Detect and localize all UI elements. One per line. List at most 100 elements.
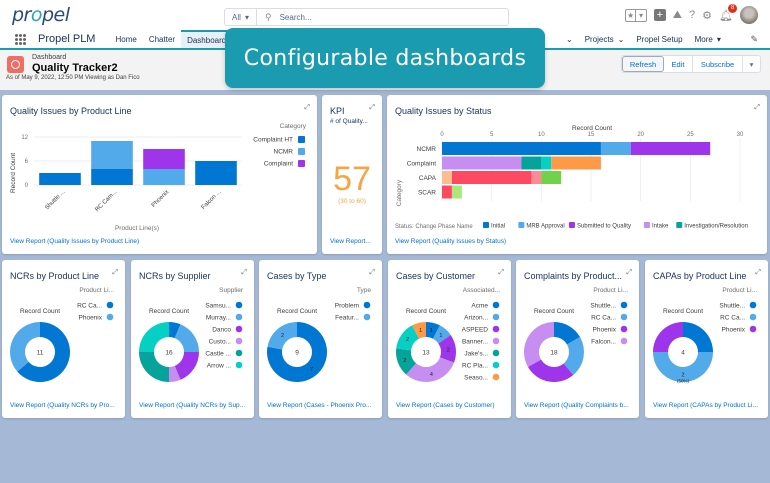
view-report-link[interactable]: View Report (Quality NCRs by Pro... [10,402,115,409]
bar-segment[interactable] [531,171,542,184]
donut-slice[interactable] [169,365,181,382]
donut-slice[interactable] [139,352,169,382]
gear-icon[interactable]: ⚙ [702,9,713,22]
edit-nav-pencil-icon[interactable]: ✎ [750,34,758,44]
donut-slice[interactable] [653,322,683,352]
trailhead-icon[interactable]: ⛰ [672,8,683,21]
donut-slice[interactable] [174,352,199,380]
global-actions-icon[interactable]: + [653,9,666,21]
expand-icon[interactable]: ⤢ [241,269,247,276]
donut-slice[interactable] [528,359,574,383]
legend-label: RC Pla... [462,363,488,370]
bar-segment[interactable] [451,171,532,184]
nav-tab-projects[interactable]: Projects ⌄ [584,34,625,44]
bar-segment[interactable] [551,156,601,170]
bar-segment[interactable] [630,142,711,155]
nav-tab-chatter[interactable]: Chatter [148,34,176,44]
y-tick-label: 0 [25,183,29,189]
legend-label: Danco [212,327,231,334]
donut-slice[interactable] [406,357,455,382]
bar-segment[interactable] [442,156,522,170]
user-avatar[interactable] [740,6,758,24]
bar-segment[interactable] [195,161,237,185]
nav-tab-propel-setup[interactable]: Propel Setup [636,34,683,44]
legend-dot [235,361,243,369]
slice-value-label: 2 [406,337,409,343]
bar-segment[interactable] [541,156,552,170]
expand-icon[interactable]: ⤢ [755,269,761,276]
donut-slice[interactable] [139,322,169,352]
legend-title: Type [357,287,371,294]
bar-segment[interactable] [442,171,452,184]
view-report-link[interactable]: View Report (Quality NCRs by Sup... [139,402,246,409]
donut-slice[interactable] [396,348,417,375]
view-report-link[interactable]: View Report (Quality Issues by Status) [395,238,507,245]
donut-slice[interactable] [169,322,181,339]
favorites-dropdown-icon[interactable]: ▾ [639,10,644,20]
view-report-link[interactable]: View Report (Cases by Customer) [396,402,495,409]
help-icon[interactable]: ? [689,9,696,21]
more-actions-dropdown[interactable]: ▾ [743,56,760,72]
donut-slice[interactable] [524,322,554,367]
donut-slice[interactable] [683,322,713,352]
legend-swatch [298,148,305,155]
donut-slice[interactable] [653,352,713,382]
bar-segment[interactable] [451,185,462,199]
legend-swatch [298,136,305,143]
bar-segment[interactable] [442,142,601,155]
nav-more[interactable]: More ▾ [694,34,721,44]
donut-chart: Record Count112422113Associated...AcmeAr… [396,287,500,382]
bar-segment[interactable] [91,141,133,169]
bar-segment[interactable] [541,171,562,184]
favorites-button[interactable]: ★ ▾ [624,8,647,22]
donut-slice[interactable] [396,325,420,351]
bar-segment[interactable] [442,185,452,199]
record-count-label: Record Count [534,308,574,315]
expand-icon[interactable]: ⤢ [626,269,632,276]
expand-icon[interactable]: ⤢ [369,104,375,111]
bar-segment[interactable] [143,169,185,185]
legend-dot [492,349,500,357]
donut-slice[interactable] [432,325,451,344]
nav-tab-home[interactable]: Home [115,34,137,44]
donut-slice[interactable] [563,337,584,375]
status-bar-chart: Record Count Category 0 5 10 15 20 25 30 NCMR C… [395,125,748,230]
bar-segment[interactable] [91,169,133,185]
propel-logo[interactable]: propel [12,4,70,26]
global-search[interactable]: All ▾ ⚲ Search... [224,8,509,26]
donut-slice[interactable] [554,322,580,345]
donut-slice[interactable] [174,324,199,352]
search-scope-select[interactable]: All ▾ [225,9,257,25]
bar-segment[interactable] [143,149,185,169]
donut-slice[interactable] [267,322,297,350]
search-input[interactable]: Search... [279,12,312,22]
donut-slice[interactable] [412,322,426,339]
view-report-link[interactable]: View Report (Cases - Phoenix Pro... [267,402,372,409]
expand-icon[interactable]: ⤢ [369,269,375,276]
legend-label: Samsu... [205,303,231,310]
donut-slice[interactable] [17,322,70,382]
expand-icon[interactable]: ⤢ [498,269,504,276]
view-report-link[interactable]: View Report (Quality Complaints b... [524,402,629,409]
view-report-link[interactable]: View Report (CAPAs by Product Li... [653,402,758,409]
donut-slice[interactable] [10,322,40,372]
bar-segment[interactable] [521,156,542,170]
expand-icon[interactable]: ⤢ [754,104,760,111]
donut-slice[interactable] [426,322,440,339]
notifications-bell-icon[interactable]: 🔔︎ 8 [719,3,737,22]
expand-icon[interactable]: ⤢ [304,104,310,111]
donut-slice[interactable] [267,322,327,382]
bar-segment[interactable] [600,142,631,155]
app-launcher-icon[interactable] [15,33,26,45]
nav-tab-overflow-chevron[interactable]: ⌄ [560,30,579,48]
view-report-link[interactable]: View Report... [330,238,371,245]
donut-slice[interactable] [438,334,456,363]
view-report-link[interactable]: View Report (Quality Issues by Product L… [10,238,140,245]
edit-button[interactable]: Edit [664,56,693,72]
subscribe-button[interactable]: Subscribe [693,56,743,72]
refresh-button[interactable]: Refresh [622,56,664,72]
bar-segment[interactable] [39,173,81,185]
expand-icon[interactable]: ⤢ [112,269,118,276]
legend-label: Phoenix [593,327,617,334]
legend-dot [363,301,371,309]
